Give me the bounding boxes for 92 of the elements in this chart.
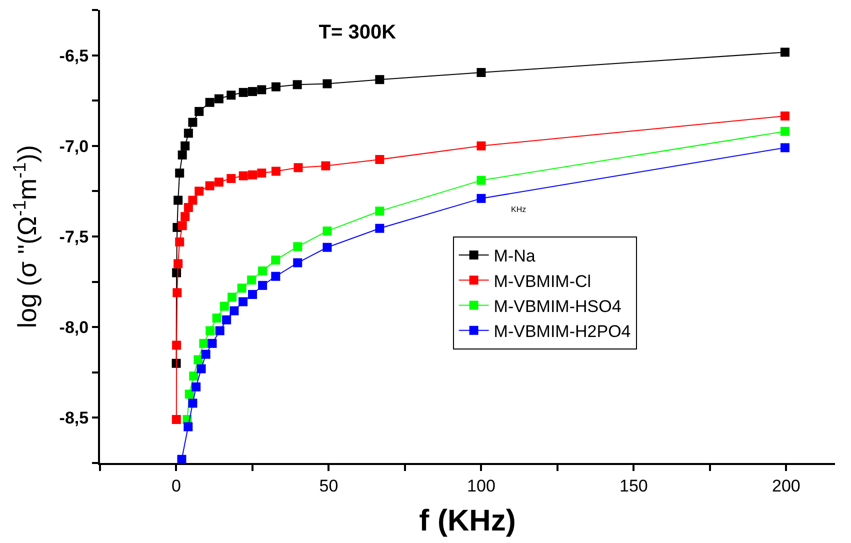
point bbox=[206, 326, 215, 336]
point bbox=[220, 302, 229, 311]
point bbox=[375, 224, 384, 233]
point bbox=[178, 221, 187, 230]
point bbox=[188, 398, 198, 408]
point bbox=[238, 297, 248, 306]
point bbox=[230, 306, 239, 316]
point bbox=[188, 118, 198, 127]
point bbox=[184, 128, 193, 138]
point bbox=[174, 259, 183, 268]
point bbox=[192, 382, 201, 392]
point bbox=[201, 350, 210, 359]
point bbox=[196, 364, 206, 374]
point bbox=[248, 170, 257, 180]
point bbox=[238, 88, 248, 97]
x-axis-title: f (KHz) bbox=[419, 504, 516, 538]
point bbox=[476, 68, 486, 78]
point bbox=[322, 242, 332, 252]
point bbox=[293, 258, 302, 268]
x-tick-label: 150 bbox=[620, 476, 648, 496]
legend-label: M-VBMIM-Cl bbox=[494, 272, 592, 291]
point bbox=[271, 272, 280, 281]
y-tick-label: -8,5 bbox=[59, 408, 89, 428]
point bbox=[258, 266, 268, 276]
point bbox=[178, 150, 187, 160]
point bbox=[215, 326, 224, 336]
point bbox=[247, 275, 256, 284]
point bbox=[292, 80, 302, 90]
y-tick-label: -7,0 bbox=[59, 136, 89, 156]
point bbox=[226, 174, 236, 184]
point bbox=[175, 168, 184, 178]
point bbox=[780, 48, 790, 57]
point bbox=[271, 256, 280, 265]
text: T= 300K bbox=[318, 21, 397, 44]
point bbox=[375, 206, 384, 216]
point bbox=[175, 237, 184, 246]
point bbox=[322, 79, 332, 88]
point bbox=[294, 163, 303, 172]
point bbox=[322, 226, 332, 236]
point bbox=[205, 181, 214, 190]
point bbox=[172, 340, 182, 350]
point bbox=[172, 415, 181, 424]
point bbox=[271, 82, 280, 92]
point bbox=[271, 166, 280, 176]
point bbox=[189, 372, 198, 381]
y-tick-label: -6,5 bbox=[59, 46, 89, 66]
point bbox=[476, 141, 486, 150]
point bbox=[205, 98, 214, 107]
point bbox=[375, 75, 384, 84]
point bbox=[199, 338, 208, 348]
point bbox=[194, 355, 203, 364]
legend-label: M-VBMIM-H2PO4 bbox=[494, 322, 631, 341]
point bbox=[248, 87, 257, 96]
point bbox=[257, 85, 266, 94]
point bbox=[248, 290, 257, 299]
point bbox=[172, 288, 182, 298]
point bbox=[194, 106, 204, 116]
y-tick-label: -8,0 bbox=[59, 318, 89, 338]
point bbox=[184, 390, 194, 399]
point bbox=[476, 176, 486, 185]
point bbox=[321, 161, 330, 170]
point bbox=[375, 154, 384, 164]
point bbox=[194, 186, 204, 196]
point bbox=[184, 422, 193, 432]
point bbox=[780, 143, 790, 152]
point bbox=[780, 112, 790, 120]
point bbox=[476, 194, 486, 203]
point bbox=[214, 94, 224, 104]
x-tick-label: 50 bbox=[319, 476, 338, 496]
x-tick-label: 100 bbox=[467, 476, 496, 496]
point bbox=[188, 196, 198, 205]
point bbox=[180, 141, 190, 150]
point bbox=[174, 196, 183, 205]
point bbox=[257, 168, 266, 178]
point bbox=[237, 284, 246, 293]
x-tick-label: 200 bbox=[772, 476, 800, 496]
annotation: KHz bbox=[511, 205, 526, 214]
point bbox=[238, 171, 248, 180]
point bbox=[258, 280, 268, 290]
point bbox=[226, 90, 236, 100]
point bbox=[780, 126, 790, 136]
point bbox=[228, 292, 237, 302]
legend-label: M-VBMIM-HSO4 bbox=[494, 296, 622, 316]
point bbox=[208, 338, 217, 348]
point bbox=[293, 242, 302, 252]
point bbox=[222, 315, 232, 324]
point bbox=[212, 314, 222, 323]
point bbox=[214, 178, 224, 187]
point bbox=[180, 212, 190, 222]
x-tick-label: 0 bbox=[172, 476, 181, 496]
y-tick-label: -7,5 bbox=[59, 227, 89, 246]
legend-label: M-Na bbox=[494, 246, 536, 266]
